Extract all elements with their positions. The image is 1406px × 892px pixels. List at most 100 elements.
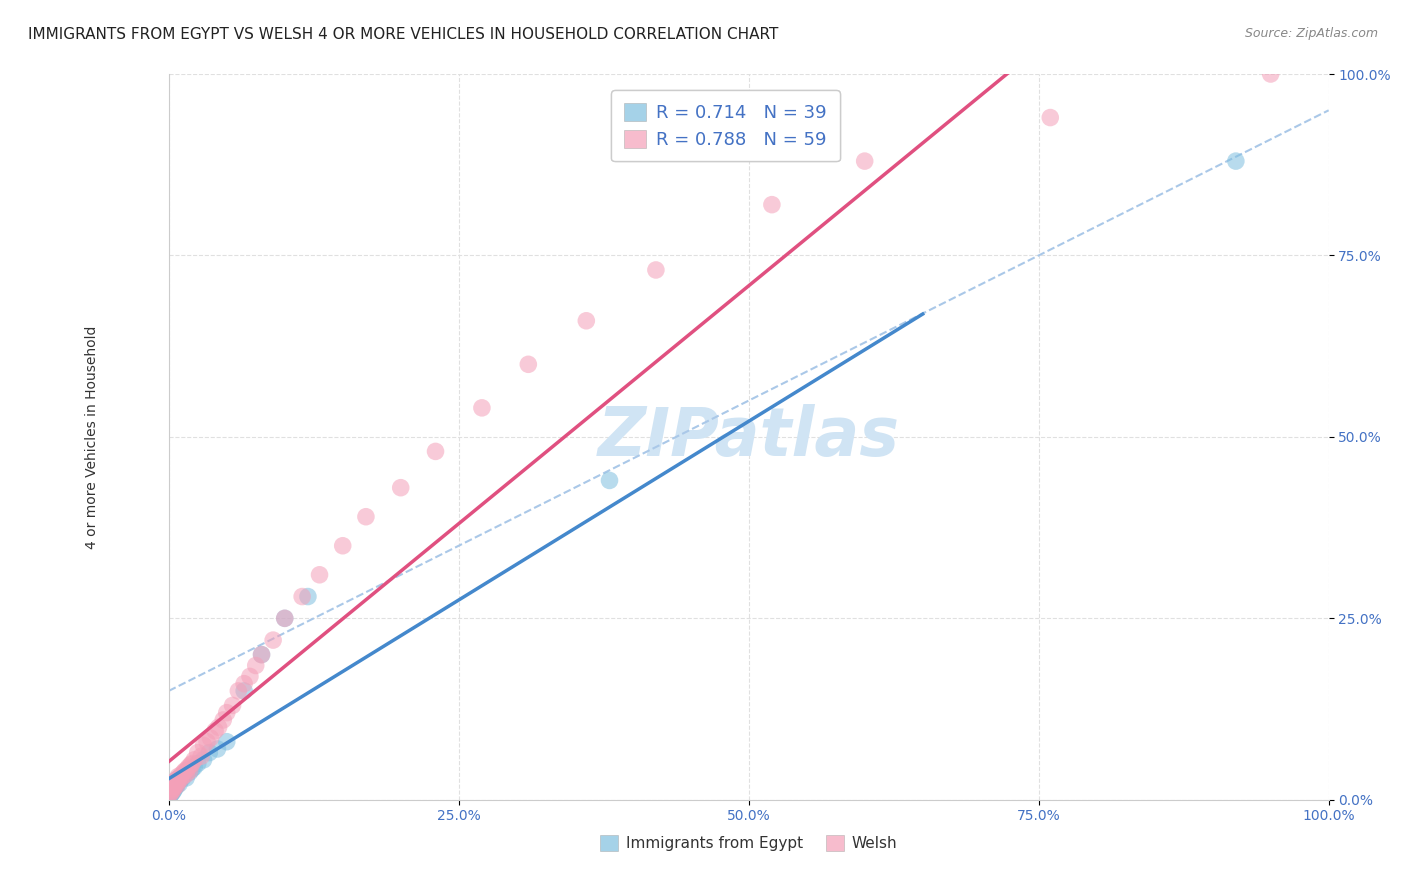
- Point: [172, 771, 194, 785]
- Point: [389, 481, 412, 495]
- Point: [207, 742, 229, 756]
- Point: [166, 778, 188, 792]
- Point: [645, 263, 668, 277]
- Point: [575, 314, 598, 328]
- Point: [233, 676, 256, 690]
- Point: [245, 658, 267, 673]
- Point: [166, 778, 188, 792]
- Point: [183, 760, 205, 774]
- Point: [159, 784, 181, 798]
- Point: [853, 154, 876, 169]
- Point: [162, 778, 184, 792]
- Point: [162, 781, 184, 796]
- Point: [160, 785, 183, 799]
- Text: ZIPatlas: ZIPatlas: [598, 404, 900, 470]
- Point: [250, 648, 273, 662]
- Point: [1260, 67, 1282, 81]
- Point: [274, 611, 297, 625]
- Point: [159, 787, 181, 801]
- Point: [761, 197, 783, 211]
- Point: [215, 735, 238, 749]
- Point: [163, 781, 186, 796]
- Point: [174, 767, 197, 781]
- Point: [187, 756, 209, 771]
- Point: [160, 787, 183, 801]
- Point: [167, 771, 190, 785]
- Point: [160, 780, 183, 794]
- Point: [308, 567, 330, 582]
- Point: [425, 444, 447, 458]
- Point: [166, 772, 188, 787]
- Point: [177, 760, 200, 774]
- Point: [193, 753, 215, 767]
- Point: [262, 633, 284, 648]
- Point: [207, 720, 229, 734]
- Point: [165, 780, 187, 794]
- Point: [167, 777, 190, 791]
- Point: [176, 764, 198, 778]
- Point: [250, 648, 273, 662]
- Point: [193, 739, 215, 753]
- Point: [297, 590, 319, 604]
- Point: [239, 669, 262, 683]
- Point: [159, 785, 181, 799]
- Point: [181, 762, 204, 776]
- Point: [195, 735, 218, 749]
- Point: [176, 762, 198, 776]
- Point: [215, 706, 238, 720]
- Point: [160, 781, 183, 796]
- Point: [212, 713, 235, 727]
- Point: [471, 401, 494, 415]
- Point: [162, 778, 184, 792]
- Text: IMMIGRANTS FROM EGYPT VS WELSH 4 OR MORE VEHICLES IN HOUSEHOLD CORRELATION CHART: IMMIGRANTS FROM EGYPT VS WELSH 4 OR MORE…: [28, 27, 779, 42]
- Point: [167, 771, 190, 785]
- Point: [160, 785, 183, 799]
- Point: [166, 772, 188, 787]
- Point: [291, 590, 314, 604]
- Point: [183, 753, 205, 767]
- Point: [163, 774, 186, 789]
- Point: [173, 765, 195, 780]
- Point: [169, 772, 191, 787]
- Point: [198, 746, 221, 760]
- Point: [160, 784, 183, 798]
- Point: [204, 723, 226, 738]
- Y-axis label: 4 or more Vehicles in Household: 4 or more Vehicles in Household: [86, 326, 100, 549]
- Point: [160, 781, 183, 796]
- Point: [187, 746, 209, 760]
- Point: [160, 780, 183, 794]
- Point: [163, 777, 186, 791]
- Point: [160, 784, 183, 798]
- Point: [181, 756, 204, 771]
- Point: [354, 509, 377, 524]
- Point: [332, 539, 354, 553]
- Point: [517, 357, 540, 371]
- Point: [160, 781, 183, 796]
- Point: [167, 770, 190, 784]
- Text: Source: ZipAtlas.com: Source: ZipAtlas.com: [1244, 27, 1378, 40]
- Point: [165, 774, 187, 789]
- Legend: R = 0.714   N = 39, R = 0.788   N = 59: R = 0.714 N = 39, R = 0.788 N = 59: [612, 90, 839, 161]
- Point: [179, 764, 201, 778]
- Point: [165, 777, 187, 791]
- Point: [167, 774, 190, 789]
- Point: [159, 789, 181, 804]
- Point: [599, 474, 621, 488]
- Point: [174, 771, 197, 785]
- Point: [180, 758, 202, 772]
- Point: [172, 770, 194, 784]
- Point: [173, 767, 195, 781]
- Point: [190, 749, 212, 764]
- Point: [163, 780, 186, 794]
- Point: [179, 765, 201, 780]
- Point: [174, 764, 197, 778]
- Point: [1039, 111, 1062, 125]
- Point: [221, 698, 243, 713]
- Point: [167, 774, 190, 789]
- Point: [200, 731, 222, 745]
- Point: [169, 772, 191, 787]
- Point: [170, 770, 193, 784]
- Point: [228, 684, 250, 698]
- Point: [170, 767, 193, 781]
- Point: [1225, 154, 1247, 169]
